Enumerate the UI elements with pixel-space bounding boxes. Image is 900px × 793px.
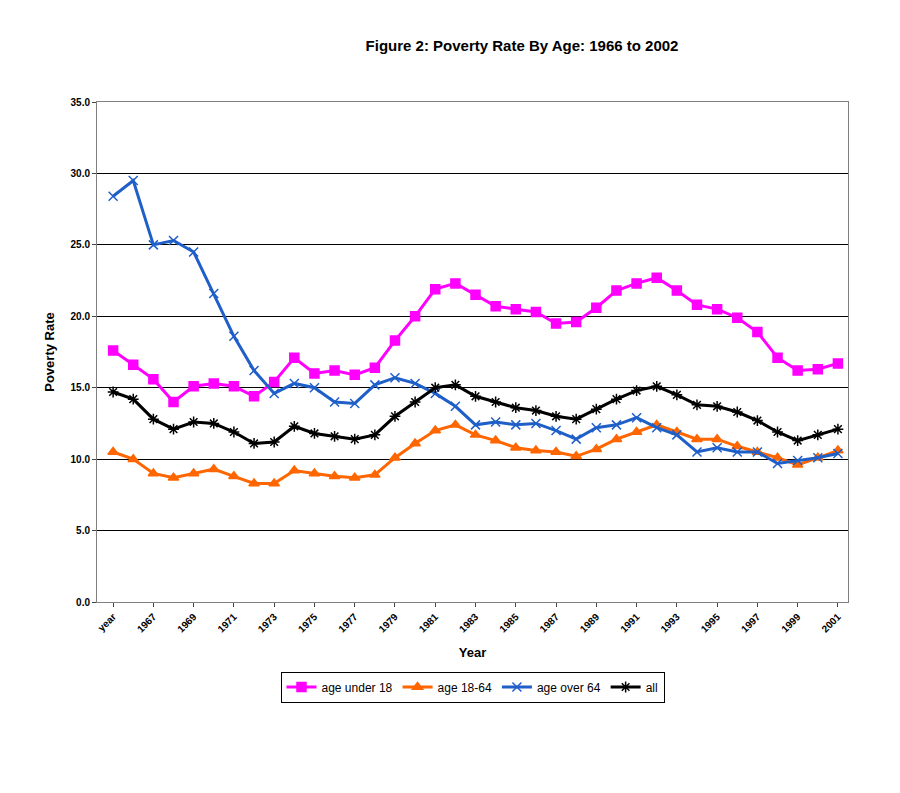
svg-text:age under 18: age under 18 (322, 681, 393, 695)
svg-text:age 18-64: age 18-64 (438, 681, 492, 695)
svg-text:1981: 1981 (417, 611, 441, 635)
svg-text:year: year (96, 611, 118, 633)
svg-text:1999: 1999 (779, 611, 803, 635)
svg-text:1991: 1991 (618, 611, 642, 635)
svg-text:25.0: 25.0 (71, 239, 91, 250)
svg-text:all: all (646, 681, 658, 695)
svg-text:0.0: 0.0 (76, 597, 90, 608)
svg-text:1987: 1987 (537, 611, 561, 635)
svg-text:1967: 1967 (135, 611, 159, 635)
svg-text:age over 64: age over 64 (537, 681, 601, 695)
svg-text:Figure 2: Poverty Rate By Age:: Figure 2: Poverty Rate By Age: 1966 to 2… (366, 37, 679, 54)
svg-text:5.0: 5.0 (76, 525, 90, 536)
svg-text:1969: 1969 (175, 611, 199, 635)
svg-text:1973: 1973 (256, 611, 280, 635)
svg-text:1993: 1993 (658, 611, 682, 635)
svg-text:1995: 1995 (699, 611, 723, 635)
svg-text:Year: Year (459, 645, 486, 660)
svg-text:20.0: 20.0 (71, 311, 91, 322)
svg-text:Poverty Rate: Poverty Rate (42, 312, 57, 391)
svg-text:15.0: 15.0 (71, 382, 91, 393)
svg-text:1983: 1983 (457, 611, 481, 635)
svg-text:1979: 1979 (376, 611, 400, 635)
svg-text:1971: 1971 (215, 611, 239, 635)
svg-text:2001: 2001 (819, 611, 843, 635)
svg-text:1985: 1985 (497, 611, 521, 635)
svg-text:10.0: 10.0 (71, 454, 91, 465)
svg-text:30.0: 30.0 (71, 168, 91, 179)
svg-text:1975: 1975 (296, 611, 320, 635)
svg-text:1977: 1977 (336, 611, 360, 635)
svg-text:1989: 1989 (578, 611, 602, 635)
svg-text:1997: 1997 (739, 611, 763, 635)
svg-text:35.0: 35.0 (71, 97, 91, 108)
